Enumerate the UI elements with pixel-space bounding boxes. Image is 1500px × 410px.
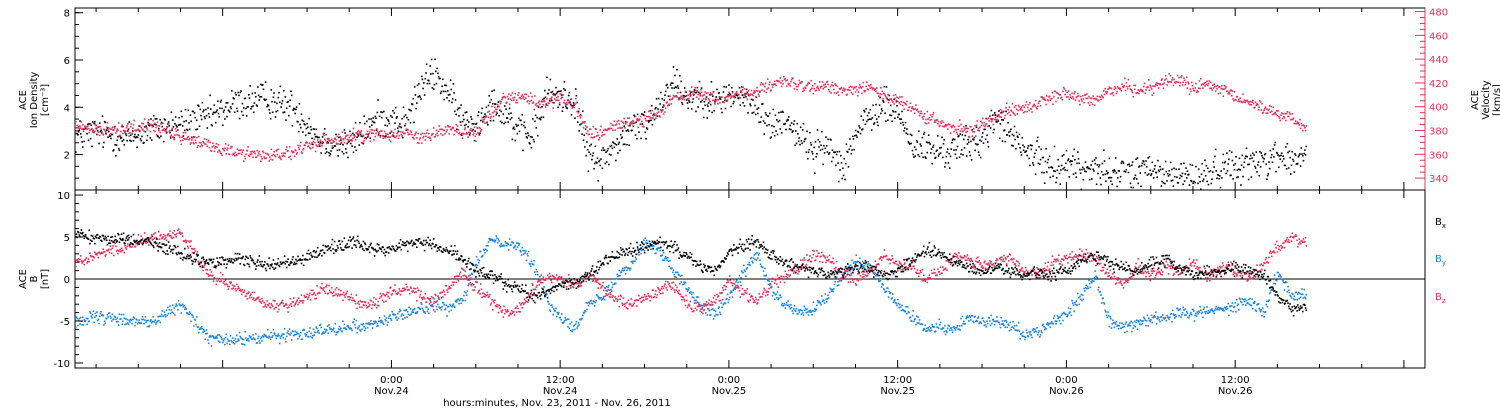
x-tick-time-label: 0:00 <box>718 375 740 386</box>
velocity-tick-label: 380 <box>1429 127 1448 138</box>
velocity-tick-label: 480 <box>1429 8 1448 19</box>
magnetic-tick-label: 5 <box>64 233 70 244</box>
density-tick-label: 4 <box>64 103 70 114</box>
legend-entry-z: Bz <box>1435 292 1446 305</box>
x-tick-date-label: Nov.25 <box>880 386 915 397</box>
density-tick-label: 8 <box>64 9 70 20</box>
x-tick-time-label: 12:00 <box>883 375 912 386</box>
legend-subscript: y <box>1442 259 1446 267</box>
density-axis-label-line2: Ion Density <box>29 72 40 129</box>
velocity-points <box>75 72 1308 162</box>
velocity-tick-label: 400 <box>1429 103 1448 114</box>
velocity-axis-label-line2: Velocity <box>1481 80 1492 119</box>
magnetic-axis-ticks: -10 -5 0 5 10 <box>54 191 83 370</box>
top-series-layer <box>75 58 1308 191</box>
density-axis-label-line3: [cm⁻³] <box>40 84 51 116</box>
legend-entry-y: By <box>1435 254 1446 267</box>
magnetic-axis-label-line3: [nT] <box>40 269 51 289</box>
legend-entry-x: Bx <box>1435 217 1446 230</box>
velocity-tick-label: 360 <box>1429 150 1448 161</box>
magnetic-tick-label: -5 <box>60 317 70 328</box>
magnetic-tick-label: 10 <box>57 191 70 202</box>
x-tick-date-label: Nov.26 <box>1218 386 1253 397</box>
x-tick-time-label: 12:00 <box>546 375 575 386</box>
density-tick-label: 2 <box>64 151 70 162</box>
bz-points <box>75 228 1308 318</box>
velocity-tick-label: 420 <box>1429 79 1448 90</box>
time-axis: 0:00Nov.2412:00Nov.240:00Nov.2512:00Nov.… <box>95 8 1405 397</box>
x-tick-time-label: 0:00 <box>1055 375 1077 386</box>
by-points <box>75 235 1308 347</box>
velocity-tick-label: 340 <box>1429 174 1448 185</box>
legend-letter: B <box>1435 217 1442 228</box>
velocity-tick-label: 460 <box>1429 31 1448 42</box>
velocity-axis-ticks: 340 360 380 400 420 440 460 480 <box>1415 8 1448 190</box>
magnetic-axis-label-line1: ACE <box>18 269 29 289</box>
bottom-series-layer <box>75 228 1308 347</box>
density-tick-label: 6 <box>64 56 70 67</box>
legend-subscript: x <box>1442 222 1446 230</box>
legend-letter: B <box>1435 254 1442 265</box>
magnetic-tick-label: 0 <box>64 275 70 286</box>
legend-letter: B <box>1435 292 1442 303</box>
velocity-axis-label-line1: ACE <box>1470 90 1481 110</box>
density-axis-label-line1: ACE <box>18 90 29 110</box>
x-axis-title: hours:minutes, Nov. 23, 2011 - Nov. 26, … <box>443 398 671 409</box>
magnetic-tick-label: -10 <box>54 359 70 370</box>
x-tick-date-label: Nov.24 <box>374 386 409 397</box>
density-axis-ticks: 2 4 6 8 <box>64 9 83 179</box>
x-tick-time-label: 12:00 <box>1221 375 1250 386</box>
x-tick-date-label: Nov.24 <box>543 386 578 397</box>
x-tick-time-label: 0:00 <box>380 375 402 386</box>
velocity-tick-label: 440 <box>1429 55 1448 66</box>
magnetic-axis-label-line2: B <box>29 275 40 282</box>
x-tick-date-label: Nov.26 <box>1049 386 1084 397</box>
top-panel: 2 4 6 8 340 360 380 400 420 440 460 480 ACE Ion De… <box>18 7 1500 191</box>
x-tick-date-label: Nov.25 <box>712 386 747 397</box>
bx-points <box>75 229 1308 317</box>
legend-subscript: z <box>1442 297 1446 305</box>
velocity-axis-label-line3: [km/s] <box>1492 84 1500 116</box>
ion-density-points <box>75 58 1308 191</box>
